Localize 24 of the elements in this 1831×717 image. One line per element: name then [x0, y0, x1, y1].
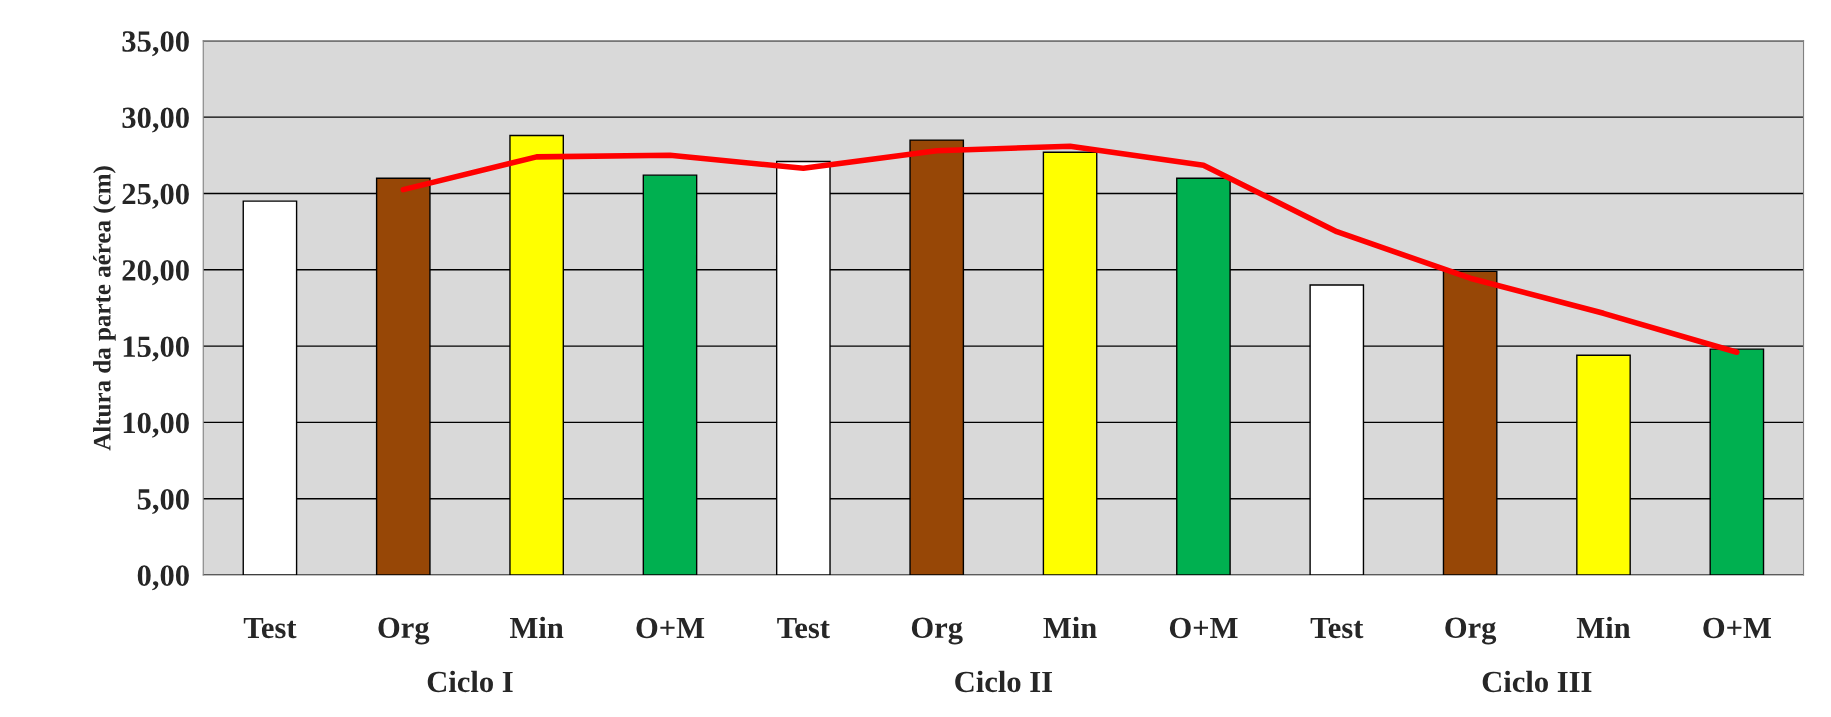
y-tick-label: 10,00 — [123, 412, 189, 438]
x-tick-label: Org — [1445, 617, 1497, 645]
text: Ciclo II — [955, 670, 1053, 693]
y-tick-label: 20,00 — [122, 260, 189, 286]
text: Ciclo III — [1482, 670, 1592, 693]
x-tick-label: O+M — [1169, 617, 1238, 639]
text: Ciclo I — [427, 670, 513, 693]
x-tick-label: Min — [509, 616, 564, 638]
x-tick-label: Org — [911, 617, 963, 645]
x-tick-label: Test — [777, 617, 830, 639]
x-tick-label: Test — [1310, 617, 1364, 639]
y-tick-label: 30,00 — [122, 107, 189, 133]
x-tick-label: Org — [378, 617, 430, 645]
x-tick-label: O+M — [636, 617, 705, 639]
x-tick-label: Test — [243, 617, 297, 639]
y-tick-label: 25,00 — [122, 183, 189, 209]
y-tick-label: 35,00 — [122, 31, 189, 57]
x-tick-label: Min — [1576, 616, 1631, 638]
y-tick-label: 15,00 — [123, 336, 189, 362]
y-tick-label: 0,00 — [137, 565, 189, 591]
x-tick-label: O+M — [1703, 617, 1771, 639]
x-tick-label: Min — [1043, 616, 1097, 638]
y-tick-label: 5,00 — [137, 489, 189, 515]
y-axis-title: Altura da parte aérea (cm) — [93, 166, 116, 451]
